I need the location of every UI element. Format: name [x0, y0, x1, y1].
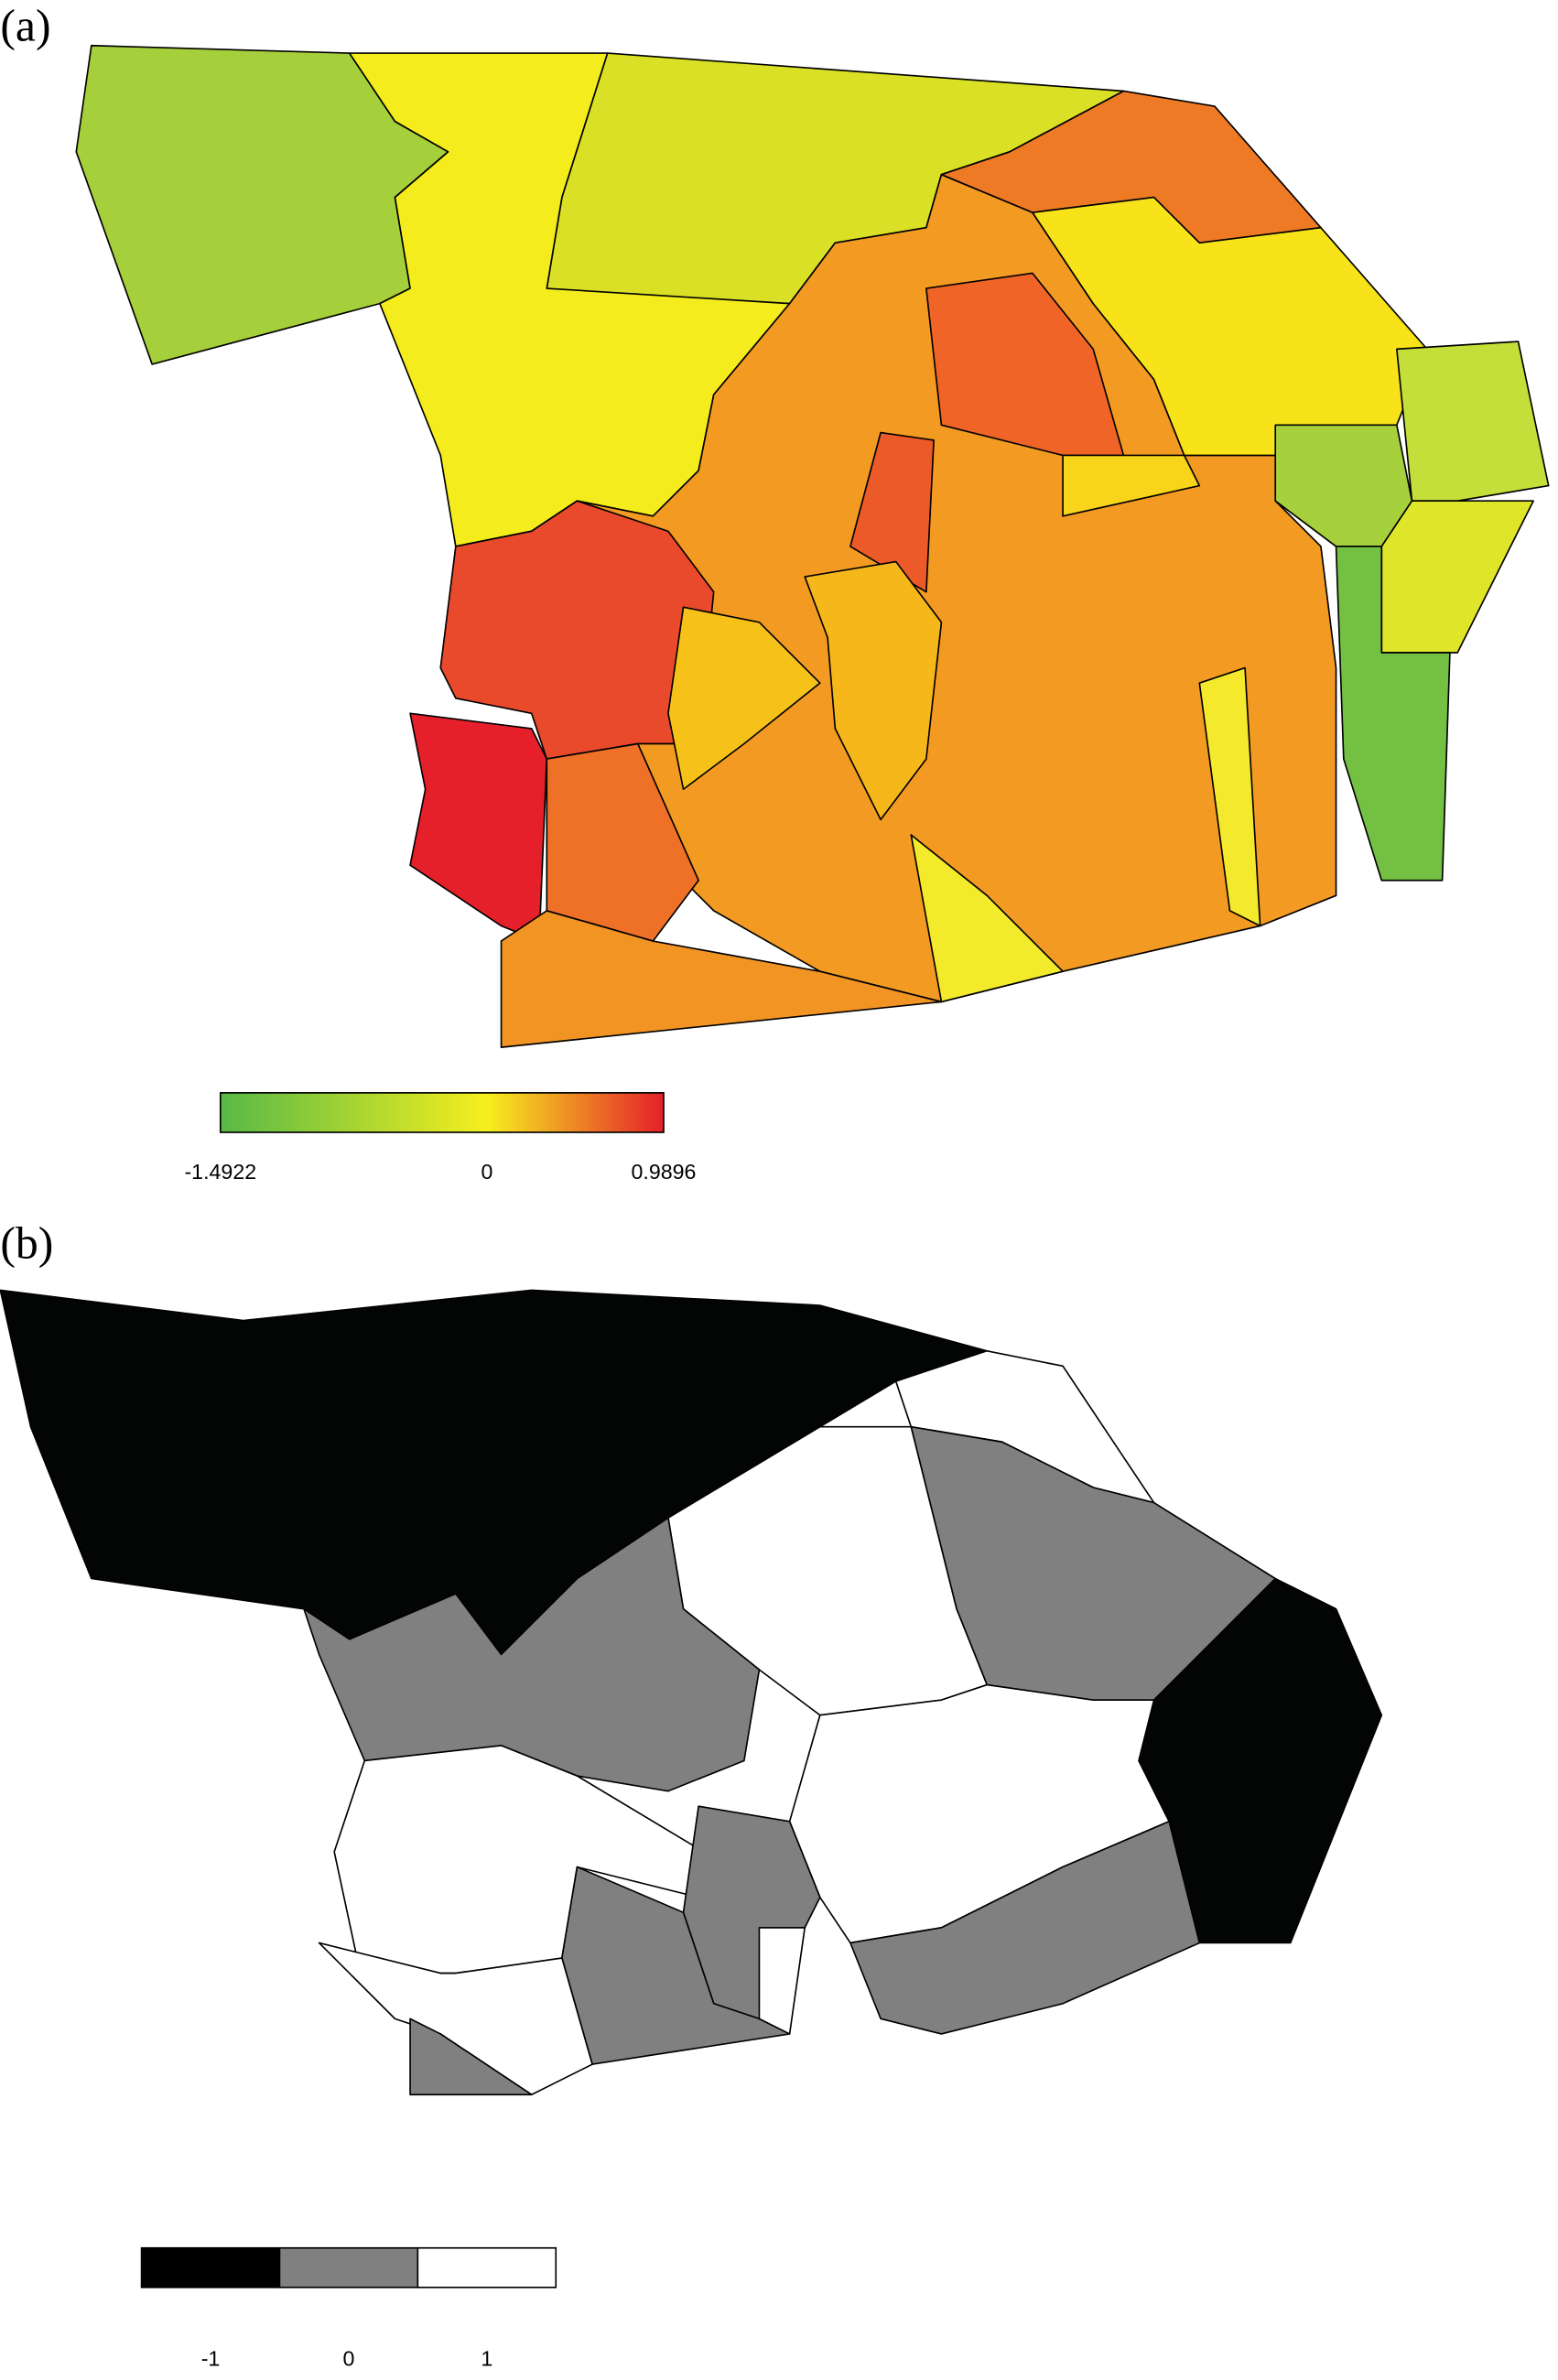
legend-label: -1 [201, 2347, 221, 2371]
color-bar [219, 1092, 665, 1133]
map-a [75, 44, 1550, 1048]
legend-tick-label: 0.9896 [631, 1160, 696, 1184]
legend-swatch [278, 2246, 419, 2288]
legend-label: 1 [481, 2347, 492, 2371]
legend-tick-label: -1.4922 [184, 1160, 256, 1184]
legend-swatch [140, 2246, 281, 2288]
panel-label: (a) [0, 1, 50, 51]
panel-label: (b) [0, 1217, 53, 1268]
legend-tick-label: 0 [481, 1160, 492, 1184]
map-b [0, 1289, 1383, 2096]
legend-swatch [417, 2246, 557, 2288]
legend-label: 0 [342, 2347, 354, 2371]
